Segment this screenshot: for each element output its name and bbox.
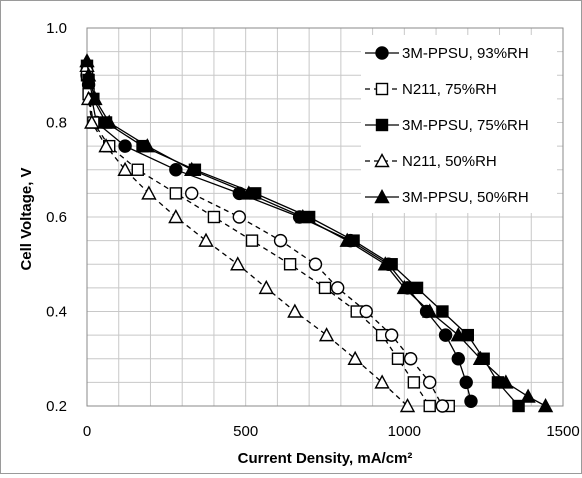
y-tick-labels: 0.2 0.4 0.6 0.8 1.0 — [46, 20, 67, 415]
data-point — [131, 163, 144, 176]
data-point — [141, 185, 157, 200]
data-point — [169, 187, 183, 200]
data-point — [318, 327, 335, 342]
data-point — [283, 258, 297, 271]
data-point — [79, 53, 95, 68]
x-axis-title: Current Density, mA/cm² — [238, 450, 413, 467]
data-point — [374, 374, 390, 389]
y-axis-title: Cell Voltage, V — [18, 167, 35, 270]
data-point — [273, 233, 288, 248]
y-tick-label: 0.8 — [46, 115, 67, 132]
plot-border — [86, 27, 564, 407]
data-point — [258, 279, 274, 295]
series-line — [86, 75, 449, 407]
data-point — [435, 399, 450, 413]
data-point — [423, 399, 436, 413]
x-tick-labels: 0 500 1000 1500 — [83, 423, 580, 440]
data-point — [407, 376, 421, 389]
data-point — [117, 161, 133, 176]
data-point — [87, 90, 103, 106]
legend-item: N211, 75%RH — [365, 81, 497, 98]
data-point — [422, 303, 438, 318]
y-tick-label: 0.6 — [46, 209, 67, 226]
data-point — [410, 281, 424, 295]
data-point — [459, 375, 473, 390]
legend: 3M-PPSU, 93%RH N211, 75%RH 3M-PPSU, 75%RH N… — [361, 35, 557, 213]
y-tick-label: 0.4 — [46, 304, 67, 321]
x-tick-label: 1000 — [388, 423, 421, 440]
series-open-circles — [185, 186, 450, 413]
data-point — [339, 232, 355, 247]
data-point — [232, 210, 247, 224]
data-point — [101, 114, 117, 129]
data-point — [472, 350, 489, 365]
data-point — [207, 210, 221, 224]
x-tick-label: 0 — [83, 423, 91, 440]
data-point — [308, 257, 323, 271]
data-point — [287, 303, 303, 318]
data-point — [375, 82, 389, 96]
data-point — [384, 328, 399, 342]
data-point — [512, 399, 525, 413]
data-point — [391, 352, 405, 365]
data-point — [375, 118, 389, 132]
data-point — [375, 46, 389, 60]
data-point — [241, 185, 257, 200]
data-point — [184, 161, 200, 176]
data-point — [396, 279, 413, 295]
data-point — [451, 352, 465, 366]
legend-label: N211, 75%RH — [402, 81, 497, 98]
data-point — [98, 138, 114, 153]
legend-item: 3M-PPSU, 75%RH — [365, 117, 529, 134]
plot-area-border — [86, 27, 564, 407]
legend-label: 3M-PPSU, 50%RH — [402, 189, 529, 206]
data-point — [245, 234, 259, 247]
data-point — [198, 232, 214, 247]
data-point — [139, 138, 155, 153]
legend-label: 3M-PPSU, 75%RH — [402, 117, 529, 134]
legend-label: N211, 50%RH — [402, 153, 497, 170]
data-point — [359, 304, 373, 319]
data-point — [330, 281, 345, 295]
data-point — [436, 305, 449, 318]
data-point — [118, 139, 132, 153]
data-point — [438, 328, 453, 342]
data-point — [374, 189, 390, 204]
data-point — [498, 374, 514, 389]
data-point — [374, 153, 390, 168]
data-point — [537, 398, 554, 413]
data-point — [464, 394, 478, 408]
data-point — [169, 163, 183, 177]
data-point — [84, 114, 100, 129]
data-point — [185, 186, 199, 201]
legend-item: 3M-PPSU, 50%RH — [365, 189, 529, 206]
data-point — [399, 398, 416, 413]
data-point — [230, 256, 246, 271]
data-point — [80, 67, 97, 82]
series-4 — [79, 53, 554, 413]
data-point — [168, 209, 184, 224]
data-point — [347, 350, 363, 365]
series-line — [86, 65, 408, 407]
legend-item: N211, 50%RH — [365, 153, 497, 170]
x-tick-label: 1500 — [546, 423, 579, 440]
data-point — [520, 388, 536, 403]
data-point — [403, 352, 418, 366]
series-layer — [79, 53, 554, 413]
legend-item: 3M-PPSU, 93%RH — [365, 45, 529, 62]
data-point — [295, 209, 311, 224]
data-point — [377, 256, 393, 271]
y-tick-label: 0.2 — [46, 398, 67, 415]
data-point — [318, 281, 332, 295]
x-tick-label: 500 — [233, 423, 258, 440]
series-line — [191, 192, 443, 407]
legend-background — [361, 35, 557, 213]
legend-label: 3M-PPSU, 93%RH — [402, 45, 529, 62]
series-line — [86, 65, 520, 407]
data-point — [423, 375, 437, 390]
y-tick-label: 1.0 — [46, 20, 67, 37]
data-point — [450, 327, 466, 342]
